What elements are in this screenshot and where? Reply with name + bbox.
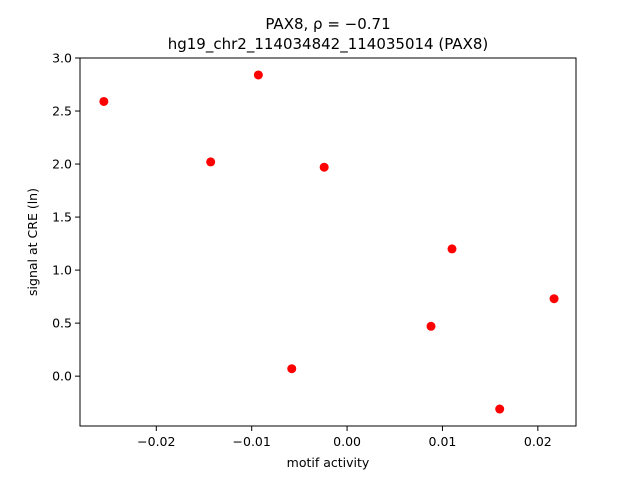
chart-title-line1: PAX8, ρ = −0.71 <box>265 15 390 33</box>
x-tick-label: −0.02 <box>137 434 175 449</box>
data-point <box>319 162 329 172</box>
data-point <box>426 321 436 331</box>
plot-area <box>79 57 577 427</box>
y-tick-label: 3.0 <box>52 51 72 66</box>
x-tick-label: −0.01 <box>233 434 271 449</box>
data-points <box>99 70 559 414</box>
y-tick-label: 0.0 <box>52 369 72 384</box>
y-axis-ticks: 0.0 0.5 1.0 1.5 2.0 2.5 3.0 <box>52 51 80 384</box>
x-axis-label: motif activity <box>287 455 370 470</box>
data-point <box>447 244 457 254</box>
x-axis-ticks: −0.02 −0.01 0.00 0.01 0.02 <box>137 426 552 449</box>
data-point <box>206 157 216 167</box>
x-tick-label: 0.01 <box>429 434 457 449</box>
y-tick-label: 2.5 <box>52 104 72 119</box>
axes-frame <box>79 57 577 427</box>
y-tick-label: 0.5 <box>52 316 72 331</box>
y-axis-label: signal at CRE (ln) <box>25 188 40 296</box>
data-point <box>253 70 263 80</box>
x-tick-label: 0.00 <box>333 434 361 449</box>
y-tick-label: 1.0 <box>52 263 72 278</box>
data-point <box>99 96 109 106</box>
y-tick-label: 1.5 <box>52 210 72 225</box>
y-tick-label: 2.0 <box>52 157 72 172</box>
data-point <box>495 404 505 414</box>
data-point <box>549 294 559 304</box>
chart-title-line2: hg19_chr2_114034842_114035014 (PAX8) <box>168 35 489 54</box>
data-point <box>287 364 297 374</box>
x-tick-label: 0.02 <box>524 434 552 449</box>
